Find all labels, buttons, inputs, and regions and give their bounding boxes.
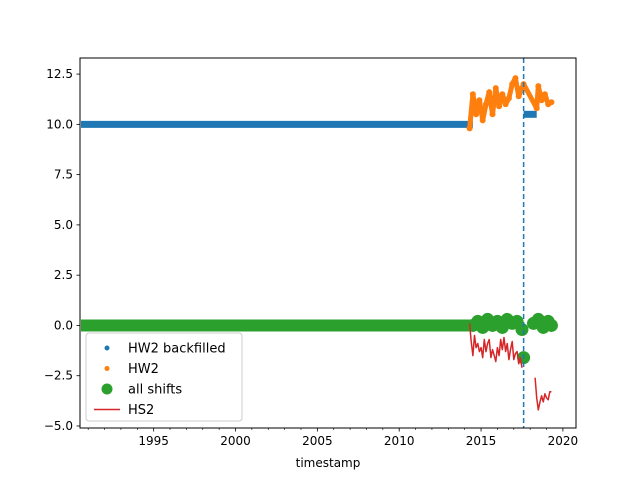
y-tick-label: 12.5 bbox=[46, 67, 73, 81]
x-tick-label: 2015 bbox=[466, 434, 497, 448]
legend-label: HS2 bbox=[128, 403, 154, 418]
data-point bbox=[505, 95, 512, 102]
series-1 bbox=[466, 75, 555, 132]
series-3 bbox=[468, 323, 552, 411]
legend-item: HS2 bbox=[94, 403, 154, 418]
plot-area bbox=[81, 58, 558, 428]
data-point bbox=[469, 91, 476, 98]
data-point bbox=[515, 93, 522, 100]
x-tick-label: 2020 bbox=[548, 434, 579, 448]
data-point bbox=[473, 111, 480, 118]
data-point bbox=[541, 91, 548, 98]
hs2-line-segment bbox=[468, 323, 523, 368]
y-tick-label: −5.0 bbox=[44, 419, 73, 433]
y-tick-label: 10.0 bbox=[46, 117, 73, 131]
legend-box bbox=[85, 332, 243, 422]
data-point bbox=[492, 85, 499, 92]
x-tick-label: 2010 bbox=[384, 434, 415, 448]
data-point bbox=[476, 97, 483, 104]
legend-item: HW2 bbox=[104, 362, 159, 377]
data-point bbox=[486, 89, 493, 96]
legend-swatch bbox=[104, 366, 110, 371]
data-point bbox=[499, 91, 506, 98]
x-axis-label: timestamp bbox=[296, 456, 361, 470]
legend-label: HW2 backfilled bbox=[128, 342, 226, 357]
data-point bbox=[533, 105, 540, 112]
series-0 bbox=[81, 110, 537, 128]
y-tick-label: 7.5 bbox=[54, 168, 73, 182]
data-point bbox=[535, 83, 542, 90]
y-tick-label: 2.5 bbox=[54, 268, 73, 282]
y-tick-label: −2.5 bbox=[44, 369, 73, 383]
data-point bbox=[515, 322, 529, 336]
legend-item: HW2 backfilled bbox=[104, 342, 226, 357]
y-tick-label: 0.0 bbox=[54, 318, 73, 332]
data-point bbox=[496, 103, 503, 110]
y-tick-label: 5.0 bbox=[54, 218, 73, 232]
hs2-line-segment bbox=[534, 377, 552, 411]
data-point bbox=[502, 101, 509, 108]
y-axis: −5.0 −2.5 0.0 2.5 5.0 7.5 10.0 12.5 bbox=[44, 67, 80, 433]
data-point bbox=[544, 318, 558, 332]
legend-swatch bbox=[101, 383, 113, 395]
x-tick-label: 1995 bbox=[138, 434, 169, 448]
data-point bbox=[479, 117, 486, 124]
legend-swatch bbox=[104, 345, 110, 351]
series-2 bbox=[81, 312, 558, 365]
x-tick-label: 2000 bbox=[220, 434, 251, 448]
plot-frame bbox=[79, 57, 577, 429]
data-point bbox=[512, 75, 519, 82]
data-point bbox=[466, 125, 473, 132]
legend-item: all shifts bbox=[101, 383, 182, 398]
legend: HW2 backfilled HW2 all shifts HS2 bbox=[85, 332, 243, 422]
x-tick-label: 2005 bbox=[302, 434, 333, 448]
legend-label: all shifts bbox=[128, 383, 182, 398]
data-point bbox=[482, 101, 489, 108]
data-point bbox=[548, 99, 555, 106]
data-point bbox=[538, 97, 545, 104]
legend-label: HW2 bbox=[128, 362, 159, 377]
data-point bbox=[509, 81, 516, 88]
data-point bbox=[489, 111, 496, 118]
x-axis: 1995 2000 2005 2010 2015 2020 bbox=[87, 428, 579, 448]
